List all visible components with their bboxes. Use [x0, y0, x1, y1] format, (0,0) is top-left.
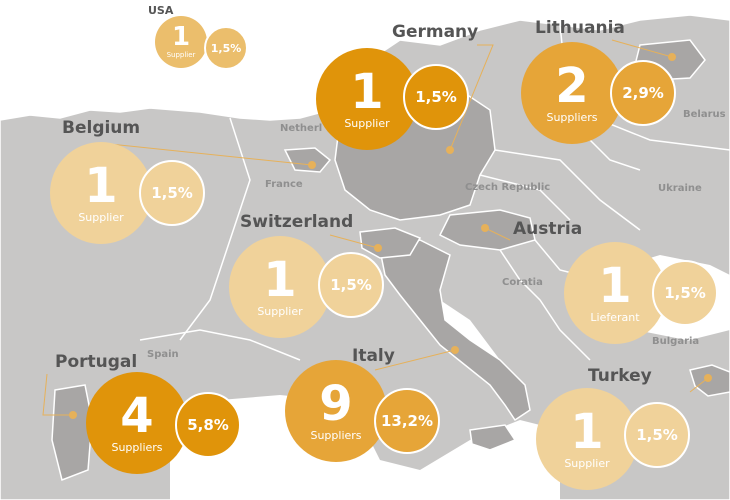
belgium-count: 1: [84, 157, 118, 214]
usa-percent-circle: 1,5%: [204, 26, 248, 70]
usa-count-circle: 1 Supplier: [155, 16, 207, 68]
belgium-percent-circle: 1,5%: [139, 160, 205, 226]
usa-unit: Supplier: [166, 51, 196, 60]
lithuania-percent: 2,9%: [622, 84, 664, 102]
italy-title: Italy: [352, 346, 395, 366]
italy-percent-circle: 13,2%: [374, 388, 440, 454]
map-label-france: France: [265, 179, 303, 190]
austria-count-circle: 1 Lieferant: [564, 242, 666, 344]
portugal-percent-circle: 5,8%: [175, 392, 241, 458]
germany-title: Germany: [392, 22, 479, 42]
map-label-spain: Spain: [147, 349, 179, 360]
austria-percent-circle: 1,5%: [652, 260, 718, 326]
belgium-count-circle: 1 Supplier: [50, 142, 152, 244]
austria-unit: Lieferant: [590, 310, 640, 324]
sicily-shape: [469, 424, 517, 451]
switzerland-unit: Supplier: [257, 304, 303, 318]
germany-percent-circle: 1,5%: [403, 64, 469, 130]
turkey-count: 1: [570, 403, 604, 460]
italy-shape: [379, 239, 531, 422]
lithuania-title: Lithuania: [535, 18, 625, 38]
map-label-czech: Czech Republic: [465, 182, 550, 193]
belgium-percent: 1,5%: [151, 184, 193, 202]
portugal-unit: Suppliers: [111, 440, 163, 454]
usa-title: USA: [148, 4, 174, 17]
portugal-count: 4: [120, 387, 154, 444]
austria-title: Austria: [513, 219, 583, 239]
belgium-shape: [283, 147, 332, 173]
germany-percent: 1,5%: [415, 88, 457, 106]
italy-count-circle: 9 Suppliers: [285, 360, 387, 462]
germany-count: 1: [350, 63, 384, 120]
switzerland-percent: 1,5%: [330, 276, 372, 294]
portugal-shape: [51, 384, 93, 482]
turkey-percent-circle: 1,5%: [624, 402, 690, 468]
germany-unit: Supplier: [344, 116, 390, 130]
portugal-percent: 5,8%: [187, 416, 229, 434]
turkey-percent: 1,5%: [636, 426, 678, 444]
lithuania-count: 2: [555, 57, 589, 114]
location-markers: [69, 53, 712, 419]
italy-count: 9: [319, 375, 353, 432]
portugal-title: Portugal: [55, 352, 138, 372]
switzerland-count: 1: [263, 251, 297, 308]
map-label-bulgaria: Bulgaria: [652, 336, 699, 347]
lithuania-count-circle: 2 Suppliers: [521, 42, 623, 144]
map-label-croatia: Coratia: [502, 277, 543, 288]
switzerland-percent-circle: 1,5%: [318, 252, 384, 318]
lithuania-unit: Suppliers: [546, 110, 598, 124]
switzerland-title: Switzerland: [240, 212, 354, 232]
turkey-unit: Supplier: [564, 456, 610, 470]
map-label-netherlands: Netherl: [280, 123, 322, 134]
italy-unit: Suppliers: [310, 428, 362, 442]
austria-count: 1: [598, 257, 632, 314]
turkey-count-circle: 1 Supplier: [536, 388, 638, 490]
usa-count: 1: [171, 22, 191, 53]
leader-lines: [42, 39, 709, 416]
lithuania-percent-circle: 2,9%: [610, 60, 676, 126]
map-label-ukraine: Ukraine: [658, 183, 702, 194]
italy-percent: 13,2%: [380, 412, 434, 430]
portugal-count-circle: 4 Suppliers: [86, 372, 188, 474]
belgium-title: Belgium: [62, 118, 141, 138]
belgium-unit: Supplier: [78, 210, 124, 224]
turkey-title: Turkey: [588, 366, 652, 386]
germany-count-circle: 1 Supplier: [316, 48, 418, 150]
switzerland-count-circle: 1 Supplier: [229, 236, 331, 338]
map-label-belarus: Belarus: [683, 109, 726, 120]
usa-percent: 1,5%: [210, 41, 242, 55]
austria-percent: 1,5%: [664, 284, 706, 302]
